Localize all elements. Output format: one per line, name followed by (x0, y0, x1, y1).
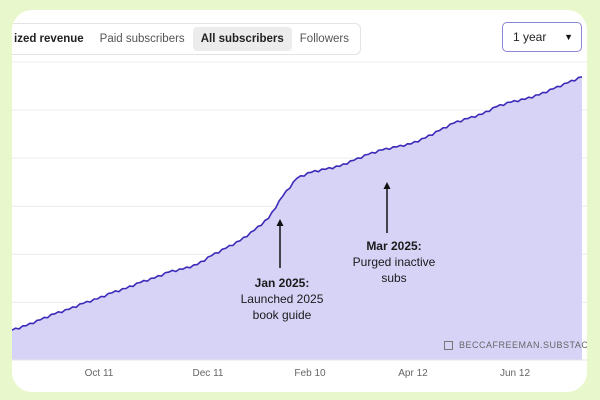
series-line (12, 76, 583, 331)
chevron-down-icon: ▼ (564, 32, 573, 42)
annotation-jan-title: Jan 2025: (254, 276, 310, 290)
annotation-mar-title: Mar 2025: (366, 239, 422, 253)
watermark-text: BECCAFREEMAN.SUBSTACK. (459, 340, 587, 350)
time-range-value: 1 year (513, 30, 547, 44)
tab-revenue[interactable]: ized revenue (14, 33, 84, 45)
source-watermark: BECCAFREEMAN.SUBSTACK. (444, 340, 587, 350)
substack-icon (444, 340, 453, 350)
metric-tabs: ized revenue Paid subscribers All subscr… (12, 23, 361, 55)
annotation-mar-line2: subs (381, 271, 407, 286)
x-tick-label: Dec 11 (192, 368, 224, 379)
annotation-jan: Jan 2025: Launched 2025 book guide (222, 275, 342, 324)
time-range-select[interactable]: 1 year ▼ (502, 22, 582, 52)
annotation-mar-line1: Purged inactive (352, 255, 436, 270)
annotation-arrowhead-mar (383, 182, 391, 189)
annotation-jan-line2: book guide (252, 308, 312, 323)
annotation-arrowhead-jan (276, 219, 284, 226)
tab-followers[interactable]: Followers (299, 33, 349, 45)
series-area (12, 76, 582, 361)
x-tick-label: Apr 12 (398, 368, 428, 379)
x-tick-label: Feb 10 (294, 368, 326, 379)
x-tick-label: Oct 11 (84, 368, 114, 379)
tab-all-subscribers[interactable]: All subscribers (192, 27, 292, 51)
annotation-mar: Mar 2025: Purged inactive subs (334, 238, 454, 287)
tab-paid-subscribers[interactable]: Paid subscribers (99, 33, 185, 45)
x-tick-label: Jun 12 (499, 368, 531, 379)
chart-card: ized revenue Paid subscribers All subscr… (12, 10, 587, 392)
annotation-jan-line1: Launched 2025 (240, 292, 324, 307)
subscriber-chart (12, 61, 587, 361)
